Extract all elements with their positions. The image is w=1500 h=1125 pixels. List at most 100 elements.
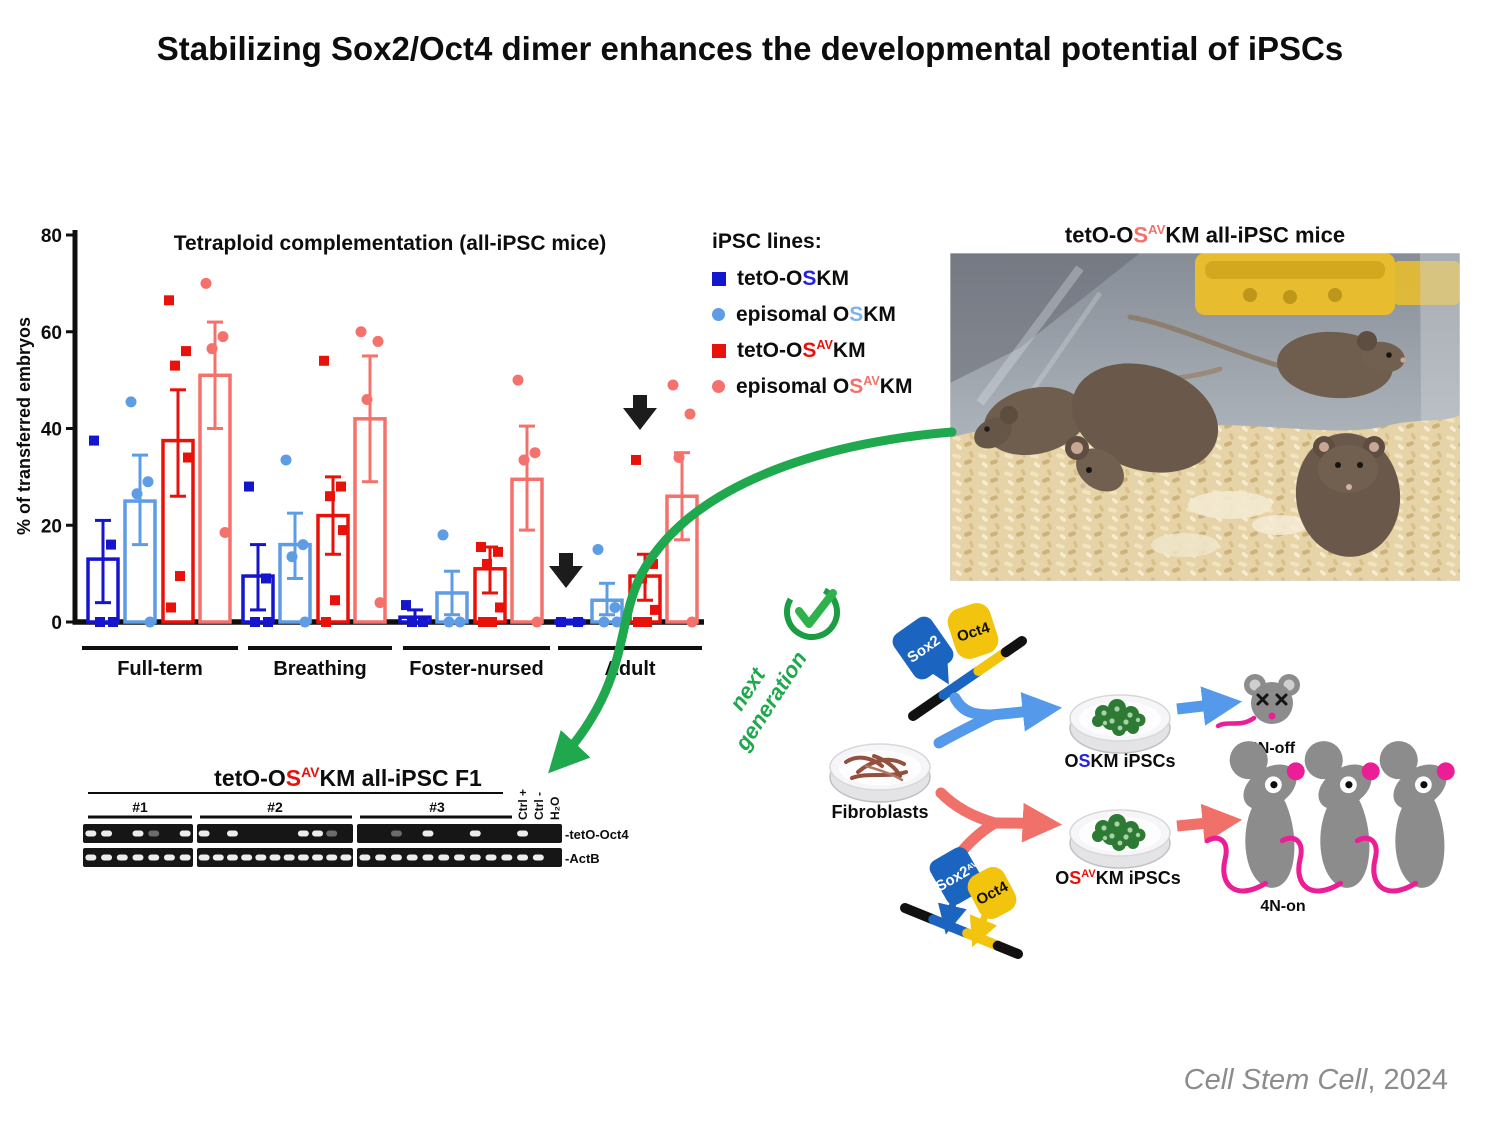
data-point — [142, 476, 154, 488]
legend-item-label: tetO-OSAVKM — [737, 338, 866, 362]
data-point — [407, 617, 417, 627]
gel-group-2-label: #2 — [267, 799, 283, 815]
fibroblasts-label: Fibroblasts — [831, 802, 928, 822]
circle-marker-icon — [712, 380, 725, 393]
arrow-to-4n-on-icon — [1176, 803, 1243, 844]
feeder — [1195, 253, 1460, 315]
data-point — [633, 617, 643, 627]
osavkm-ipsc-label: OSAVKM iPSCs — [1055, 868, 1181, 888]
down-arrow-icon — [623, 395, 657, 430]
gel-band — [517, 854, 529, 861]
y-tick-label: 80 — [41, 226, 62, 247]
oskm-ipsc-dish — [1069, 694, 1171, 754]
gel-band — [297, 830, 309, 837]
mouse-in-photo-2 — [1065, 363, 1219, 492]
data-point — [280, 454, 292, 466]
data-point — [263, 617, 273, 627]
gel-group-1-label: #1 — [132, 799, 148, 815]
figure-title: Stabilizing Sox2/Oct4 dimer enhances the… — [156, 30, 1344, 67]
data-point — [518, 454, 530, 466]
glass-reflection — [976, 265, 1084, 406]
data-point — [684, 408, 696, 420]
mouse-in-photo-3 — [1127, 314, 1406, 399]
gel-band — [359, 854, 371, 861]
gel-band — [312, 830, 324, 837]
data-point — [166, 602, 176, 613]
ctrl-minus-label: Ctrl - — [532, 792, 546, 820]
data-point — [175, 571, 185, 582]
reprogramming-diagram: Sox2 Oct4 Fibrobl — [829, 603, 1500, 959]
data-point — [642, 617, 652, 627]
data-point — [164, 295, 174, 306]
y-tick-label: 60 — [41, 323, 62, 344]
gel-band — [163, 854, 175, 861]
data-point — [297, 539, 309, 551]
data-point — [493, 546, 503, 557]
oskm-reprogramming-arrow-icon — [933, 692, 1063, 749]
data-point — [418, 617, 428, 627]
data-point — [170, 360, 180, 371]
teto-oct4-row-label: -tetO-Oct4 — [565, 827, 629, 842]
gel-band — [85, 854, 97, 861]
data-point — [319, 355, 329, 366]
gel-strips — [83, 824, 562, 867]
gel-band — [132, 854, 144, 861]
gel-band — [148, 830, 160, 837]
data-point — [372, 335, 384, 347]
data-point — [125, 396, 137, 408]
data-point — [183, 452, 193, 463]
y-tick-label: 40 — [41, 420, 62, 441]
oskm-construct: Sox2 Oct4 — [892, 603, 1027, 721]
y-tick-label: 20 — [41, 516, 62, 537]
data-point — [667, 379, 679, 391]
data-point — [573, 617, 583, 627]
genotyping-gel: tetO-OSAVKM all-iPSC F1 #1 #2 #3 Ctrl + … — [83, 764, 629, 867]
data-point — [512, 374, 524, 386]
category-label: Foster-nursed — [409, 658, 543, 680]
gel-band — [269, 854, 281, 861]
gel-band — [85, 830, 97, 837]
fibroblasts-dish: Fibroblasts — [829, 743, 931, 822]
checkmark-icon — [784, 584, 840, 640]
y-tick-label: 0 — [51, 613, 62, 634]
fibroblast-cells — [844, 754, 908, 782]
legend-header: iPSC lines: — [712, 230, 822, 253]
data-point — [261, 573, 271, 584]
data-point — [299, 616, 311, 628]
chart-title: Tetraploid complementation (all-iPSC mic… — [174, 232, 607, 255]
gel-band — [326, 854, 338, 861]
gel-band — [517, 830, 529, 837]
dna-bar-oskm — [908, 636, 1027, 721]
square-marker-icon — [712, 271, 726, 286]
gel-band — [406, 854, 418, 861]
gel-band — [422, 830, 434, 837]
data-point — [495, 602, 505, 613]
data-point — [482, 558, 492, 569]
data-point — [611, 616, 623, 628]
oct4-protein-2: Oct4 — [967, 867, 1017, 919]
data-point — [131, 488, 143, 500]
h2o-label: H₂O — [548, 797, 562, 820]
chart-legend: iPSC lines: tetO-OSKM episomal OSKM tetO… — [712, 230, 912, 410]
data-point — [478, 617, 488, 627]
mice-4n-on — [1207, 741, 1455, 891]
data-point — [361, 393, 373, 405]
category-label: Full-term — [117, 658, 203, 680]
osavkm-ipsc-dish — [1069, 809, 1171, 869]
next-generation-annotation: next generation — [548, 427, 957, 774]
citation: Cell Stem Cell, 2024 — [1183, 1064, 1448, 1096]
arrow-to-4n-off-icon — [1176, 686, 1243, 726]
gel-band — [501, 854, 513, 861]
data-point — [609, 601, 621, 613]
gel-band — [283, 854, 295, 861]
data-point — [321, 617, 331, 627]
category-label: Breathing — [273, 658, 366, 680]
4n-on-label: 4N-on — [1260, 898, 1305, 915]
data-point — [476, 542, 486, 553]
data-point — [89, 435, 99, 446]
ctrl-plus-label: Ctrl + — [516, 789, 530, 820]
data-point — [330, 595, 340, 606]
oct4-protein: Oct4 — [947, 603, 999, 659]
mouse-icon — [1207, 741, 1305, 891]
